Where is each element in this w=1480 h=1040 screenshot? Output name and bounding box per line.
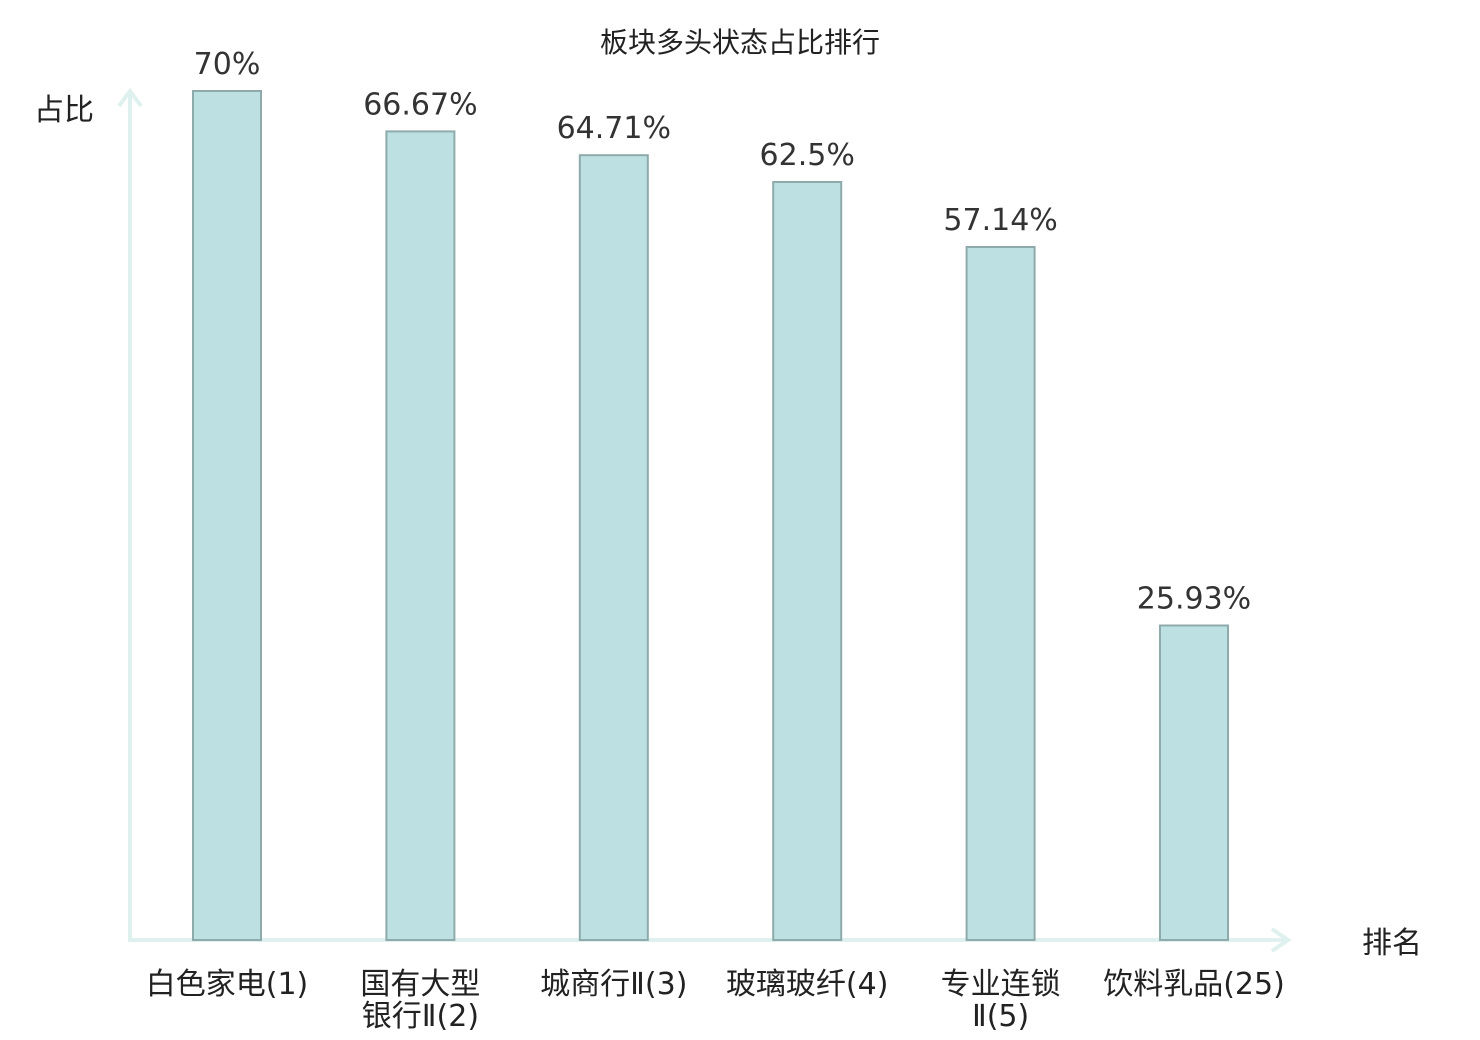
category-label-line: 银行Ⅱ(2) xyxy=(362,999,479,1034)
value-label-2: 66.67% xyxy=(363,87,477,122)
value-label-3: 64.71% xyxy=(557,111,671,146)
category-label-1: 白色家电(1) xyxy=(146,967,309,1002)
bar-4 xyxy=(772,181,843,941)
bar-5 xyxy=(965,246,1036,941)
category-label-3: 城商行Ⅱ(3) xyxy=(540,967,687,1002)
category-label-2: 国有大型银行Ⅱ(2) xyxy=(360,967,480,1034)
value-label-5: 57.14% xyxy=(943,203,1057,238)
y-axis-arrow xyxy=(117,87,143,108)
value-labels-group: 70% 66.67% 64.71% 62.5% 57.14% 25.93% xyxy=(194,47,1252,617)
category-labels-group: 白色家电(1) 国有大型银行Ⅱ(2) 城商行Ⅱ(3) 玻璃玻纤(4) 专业连锁 Ⅱ(5) 饮… xyxy=(146,967,1285,1034)
bars-group xyxy=(192,90,1229,941)
category-label-line: 城商行Ⅱ(3) xyxy=(540,967,687,1002)
category-label-line: 白色家电(1) xyxy=(146,967,309,1002)
bar-1 xyxy=(192,90,262,941)
category-label-line: 专业连锁 xyxy=(941,967,1061,1002)
category-label-line: 国有大型 xyxy=(360,967,480,1002)
bar-2 xyxy=(385,130,456,941)
y-axis-label: 占比 xyxy=(34,93,94,128)
category-label-line: 饮料乳品(25) xyxy=(1103,967,1285,1002)
value-label-1: 70% xyxy=(194,47,261,82)
chart-title: 板块多头状态占比排行 xyxy=(600,26,880,59)
x-axis-arrow xyxy=(1270,927,1292,953)
bar-6 xyxy=(1159,624,1229,941)
category-label-line: 玻璃玻纤(4) xyxy=(726,967,889,1002)
value-label-4: 62.5% xyxy=(760,138,855,173)
category-label-6: 饮料乳品(25) xyxy=(1103,967,1285,1002)
x-axis-label: 排名 xyxy=(1362,926,1422,961)
value-label-6: 25.93% xyxy=(1137,582,1251,617)
category-label-5: 专业连锁 Ⅱ(5) xyxy=(941,967,1061,1034)
category-label-line: Ⅱ(5) xyxy=(972,999,1029,1034)
bar-3 xyxy=(578,154,649,941)
category-label-4: 玻璃玻纤(4) xyxy=(726,967,889,1002)
